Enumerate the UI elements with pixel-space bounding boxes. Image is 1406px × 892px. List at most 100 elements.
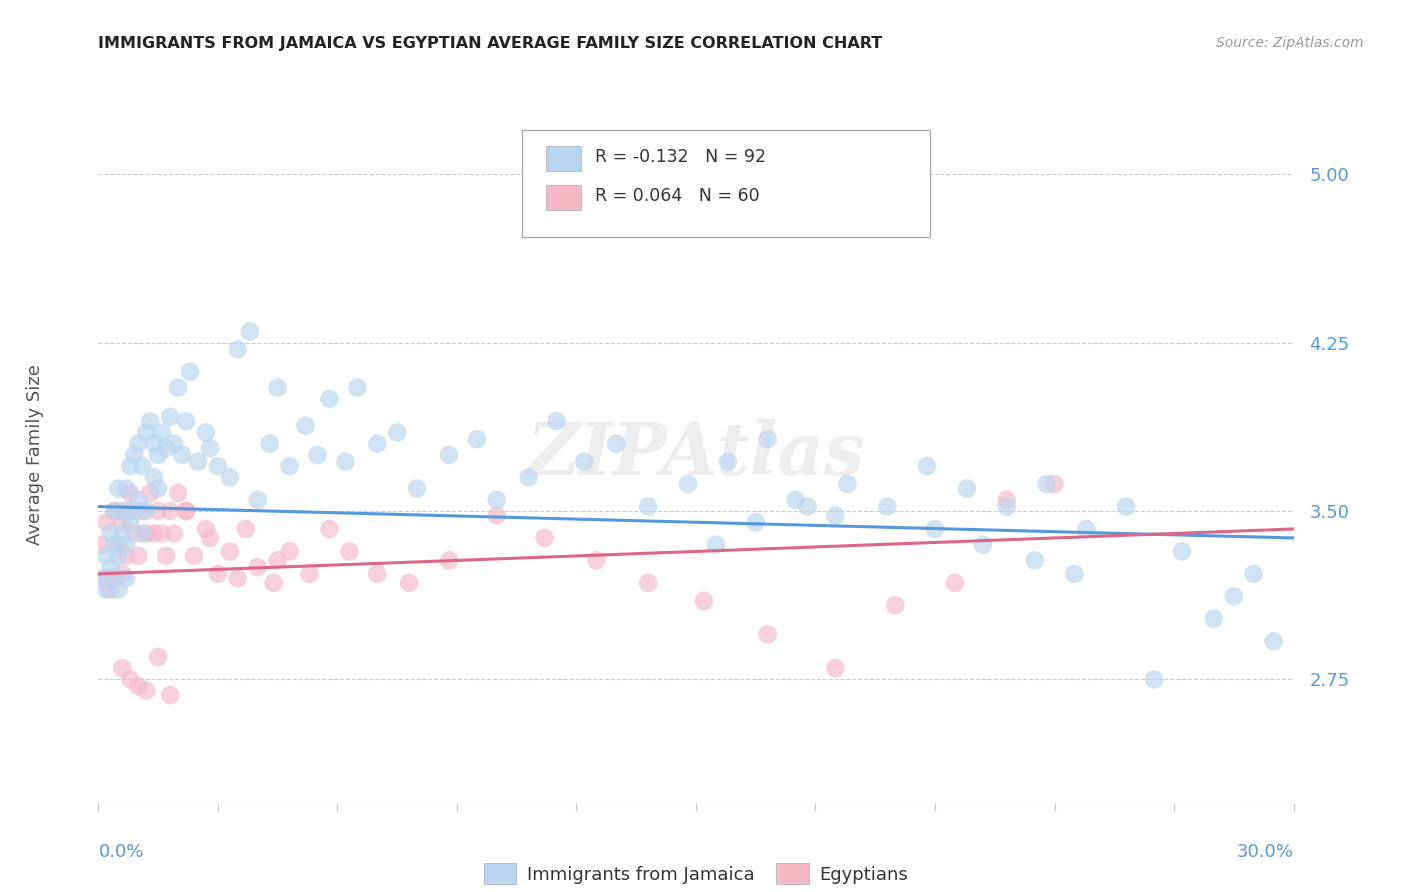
Point	[676, 477, 699, 491]
Point	[120, 459, 142, 474]
Point	[574, 455, 596, 469]
Point	[346, 381, 368, 395]
Point	[339, 544, 360, 558]
Point	[756, 627, 779, 641]
Point	[366, 436, 388, 450]
Point	[246, 492, 269, 507]
Point	[131, 526, 153, 541]
Point	[91, 538, 114, 552]
Point	[115, 504, 138, 518]
Point	[96, 515, 118, 529]
Point	[124, 504, 146, 518]
Point	[1035, 477, 1057, 491]
Point	[148, 504, 170, 518]
Point	[533, 531, 555, 545]
Point	[107, 482, 129, 496]
Point	[219, 544, 242, 558]
Point	[174, 504, 197, 518]
Point	[796, 500, 818, 514]
Point	[115, 538, 138, 552]
Point	[1143, 673, 1166, 687]
Legend: Immigrants from Jamaica, Egyptians: Immigrants from Jamaica, Egyptians	[477, 856, 915, 891]
Text: R = 0.064   N = 60: R = 0.064 N = 60	[595, 187, 759, 205]
Point	[103, 504, 125, 518]
Point	[198, 531, 221, 545]
Text: Source: ZipAtlas.com: Source: ZipAtlas.com	[1216, 36, 1364, 50]
Point	[143, 436, 166, 450]
Point	[103, 504, 125, 518]
Point	[135, 425, 157, 440]
Point	[111, 526, 134, 541]
Point	[335, 455, 357, 469]
Point	[150, 526, 173, 541]
Point	[98, 560, 122, 574]
Point	[98, 526, 122, 541]
Point	[1115, 500, 1137, 514]
Text: 0.0%: 0.0%	[98, 843, 143, 861]
Point	[385, 425, 409, 440]
Point	[704, 538, 727, 552]
Point	[167, 486, 190, 500]
Point	[437, 448, 460, 462]
Point	[278, 544, 301, 558]
Point	[824, 508, 846, 523]
Text: Average Family Size: Average Family Size	[27, 365, 44, 545]
Point	[1024, 553, 1046, 567]
Point	[263, 575, 285, 590]
Point	[127, 549, 149, 563]
Point	[785, 492, 807, 507]
Point	[174, 504, 197, 518]
Point	[239, 325, 262, 339]
Point	[115, 482, 138, 496]
Point	[745, 515, 768, 529]
Point	[120, 486, 142, 500]
Point	[155, 549, 177, 563]
Point	[148, 649, 170, 664]
Point	[1076, 522, 1098, 536]
Point	[124, 448, 146, 462]
Point	[159, 409, 181, 424]
Point	[298, 566, 321, 581]
Point	[115, 571, 138, 585]
Text: 30.0%: 30.0%	[1237, 843, 1294, 861]
Point	[150, 425, 173, 440]
Point	[174, 414, 197, 428]
Point	[127, 492, 149, 507]
Point	[437, 553, 460, 567]
Point	[131, 504, 153, 518]
Point	[183, 549, 205, 563]
Text: R = -0.132   N = 92: R = -0.132 N = 92	[595, 148, 766, 166]
Point	[131, 459, 153, 474]
Point	[120, 673, 142, 687]
Point	[1263, 634, 1285, 648]
Point	[637, 575, 659, 590]
Point	[207, 459, 229, 474]
Point	[120, 515, 142, 529]
Point	[159, 688, 181, 702]
Point	[96, 549, 118, 563]
Point	[198, 441, 221, 455]
Point	[194, 522, 218, 536]
Point	[187, 455, 209, 469]
Point	[1043, 477, 1066, 491]
Point	[98, 582, 122, 597]
Point	[485, 508, 508, 523]
Point	[995, 500, 1018, 514]
Point	[824, 661, 846, 675]
Point	[517, 470, 540, 484]
Point	[115, 549, 138, 563]
Point	[756, 432, 779, 446]
Point	[585, 553, 607, 567]
Point	[884, 599, 907, 613]
Point	[717, 455, 740, 469]
Point	[103, 571, 125, 585]
Point	[148, 482, 170, 496]
Point	[103, 538, 125, 552]
Point	[406, 482, 429, 496]
Point	[143, 526, 166, 541]
Point	[267, 381, 290, 395]
Point	[637, 500, 659, 514]
Point	[235, 522, 257, 536]
Point	[278, 459, 301, 474]
Point	[111, 515, 134, 529]
